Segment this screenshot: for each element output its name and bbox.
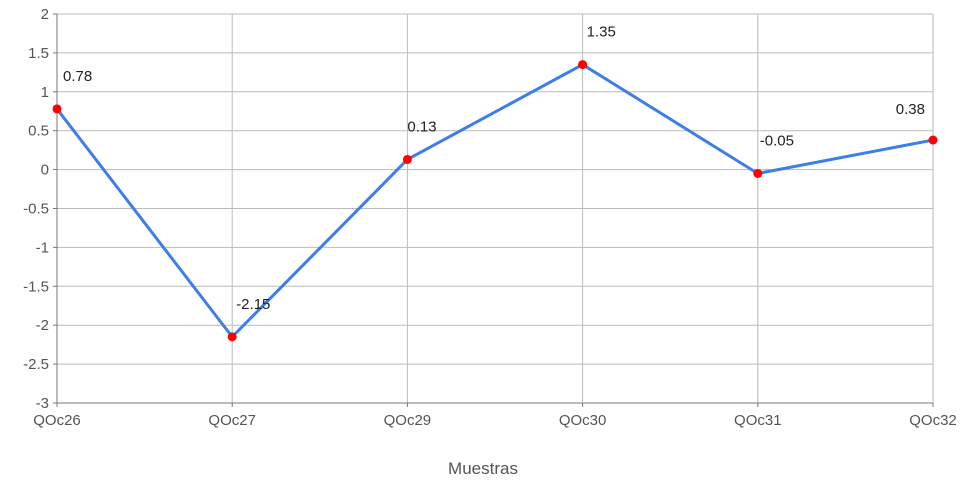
y-tick-label: 0.5 <box>28 123 49 140</box>
data-point <box>578 60 588 70</box>
y-tick-label: -3 <box>36 395 49 412</box>
y-tick-label: -2 <box>36 317 49 334</box>
x-tick-label: QOc27 <box>208 412 256 429</box>
data-label: 0.13 <box>407 118 436 135</box>
x-tick-labels: QOc26 QOc27 QOc29 QOc30 QOc31 QOc32 <box>33 412 957 429</box>
data-label: 0.38 <box>896 101 925 118</box>
y-tick-label: -1 <box>36 239 49 256</box>
x-tick-label: QOc31 <box>734 412 782 429</box>
x-tick-label: QOc30 <box>559 412 607 429</box>
y-tick-label: 1 <box>41 84 49 101</box>
y-tick-label: 0 <box>41 162 49 179</box>
data-point <box>402 154 412 164</box>
y-tick-label: 2 <box>41 6 49 23</box>
data-point <box>928 135 938 145</box>
data-markers <box>52 60 938 342</box>
y-tick-label: 1.5 <box>28 45 49 62</box>
data-label: -0.05 <box>760 132 794 149</box>
horizontal-gridlines <box>57 13 933 404</box>
series-line <box>55 63 934 339</box>
data-label: 1.35 <box>587 24 616 41</box>
y-tick-label: -2.5 <box>23 356 49 373</box>
data-label: 0.78 <box>63 68 92 85</box>
x-tick-label: QOc32 <box>909 412 957 429</box>
y-tick-labels: 2 1.5 1 0.5 0 -0.5 -1 -1.5 -2 -2.5 -3 <box>23 6 49 412</box>
axes <box>53 13 934 407</box>
data-labels: 0.78 -2.15 0.13 1.35 -0.05 0.38 <box>63 24 925 313</box>
x-axis-title: Muestras <box>448 459 518 478</box>
data-point <box>227 332 237 342</box>
data-point <box>753 168 763 178</box>
x-tick-label: QOc29 <box>384 412 432 429</box>
series-group <box>55 63 934 339</box>
x-tick-label: QOc26 <box>33 412 81 429</box>
data-point <box>52 104 62 114</box>
y-tick-label: -1.5 <box>23 278 49 295</box>
data-label: -2.15 <box>236 296 270 313</box>
y-tick-label: -0.5 <box>23 201 49 218</box>
